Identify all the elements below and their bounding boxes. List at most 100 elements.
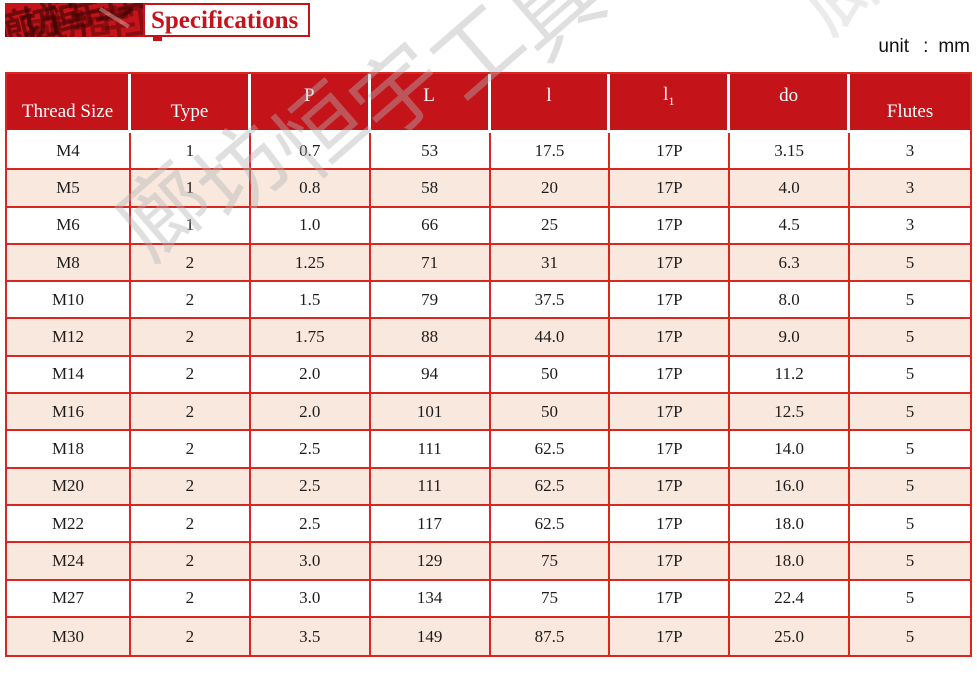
cell-do: 8.0 [730, 282, 851, 320]
table-row: M5 1 0.8 58 20 17P 4.0 3 [7, 170, 970, 208]
cell-thread-size: M6 [7, 207, 131, 245]
cell-l: 129 [370, 543, 491, 581]
cell-thread-size: M10 [7, 282, 131, 320]
cell-p: 3.5 [250, 617, 371, 656]
table-row: M14 2 2.0 94 50 17P 11.2 5 [7, 356, 970, 395]
cell-thread-size: M20 [7, 468, 131, 506]
table-row: M18 2 2.5 111 62.5 17P 14.0 5 [7, 431, 970, 469]
cell-l: 75 [490, 580, 611, 618]
cell-flutes: 5 [850, 431, 970, 469]
cell-do: 11.2 [730, 356, 851, 395]
cell-l1: 17P [610, 617, 731, 656]
cell-l: 50 [490, 394, 611, 432]
cell-thread-size: M14 [7, 356, 131, 395]
cell-l1: 17P [610, 505, 731, 544]
cell-flutes: 5 [850, 468, 970, 506]
cell-type: 2 [131, 617, 251, 656]
cell-l: 117 [370, 505, 491, 544]
cell-thread-size: M22 [7, 505, 131, 544]
logo-slash-mark [98, 7, 130, 29]
cell-l: 87.5 [490, 617, 611, 656]
table-body: M4 1 0.7 53 17.5 17P 3.15 3 M5 1 0.8 58 20 17P 4.0 3 M6 1… [7, 133, 970, 656]
table-row: M8 2 1.25 71 31 17P 6.3 5 [7, 244, 970, 283]
cell-l: 111 [370, 468, 491, 506]
cell-type: 2 [131, 505, 251, 544]
cell-thread-size: M4 [7, 133, 131, 171]
section-title-box: Specifications [143, 3, 311, 37]
cell-l: 62.5 [490, 431, 611, 469]
cell-thread-size: M30 [7, 617, 131, 656]
cell-p: 1.75 [250, 319, 371, 357]
cell-flutes: 3 [850, 133, 970, 171]
cell-p: 1.25 [250, 244, 371, 283]
cell-type: 2 [131, 319, 251, 357]
table-row: M27 2 3.0 134 75 17P 22.4 5 [7, 580, 970, 618]
table-row: M4 1 0.7 53 17.5 17P 3.15 3 [7, 133, 970, 171]
cell-type: 2 [131, 356, 251, 395]
table-row: M20 2 2.5 111 62.5 17P 16.0 5 [7, 468, 970, 506]
cell-p: 0.8 [250, 170, 371, 208]
cell-l1: 17P [610, 319, 731, 357]
cell-p: 2.0 [250, 356, 371, 395]
cell-flutes: 5 [850, 543, 970, 581]
cell-do: 12.5 [730, 394, 851, 432]
cell-l: 62.5 [490, 505, 611, 544]
cell-type: 1 [131, 170, 251, 208]
cell-l1: 17P [610, 133, 731, 171]
table-row: M12 2 1.75 88 44.0 17P 9.0 5 [7, 319, 970, 357]
cell-type: 2 [131, 394, 251, 432]
column-header-type: Type [131, 74, 251, 133]
column-header-p: P [250, 74, 371, 133]
cell-flutes: 5 [850, 394, 970, 432]
cell-l: 31 [490, 244, 611, 283]
cell-l: 79 [370, 282, 491, 320]
cell-l: 53 [370, 133, 491, 171]
cell-flutes: 5 [850, 244, 970, 283]
table-row: M24 2 3.0 129 75 17P 18.0 5 [7, 543, 970, 581]
cell-flutes: 5 [850, 617, 970, 656]
cell-thread-size: M27 [7, 580, 131, 618]
unit-label: unit [878, 36, 910, 57]
cell-do: 4.0 [730, 170, 851, 208]
cell-do: 3.15 [730, 133, 851, 171]
cell-l: 134 [370, 580, 491, 618]
cell-l1: 17P [610, 468, 731, 506]
column-header-l1: l1 [610, 74, 731, 133]
cell-flutes: 3 [850, 208, 970, 245]
cell-l: 66 [370, 207, 491, 245]
cell-type: 1 [131, 133, 251, 171]
cell-p: 2.5 [250, 468, 371, 506]
cell-l: 17.5 [490, 133, 611, 171]
page-header-banner: 廊坊恒宇工具 廊坊恒宇工具 Specifications [5, 3, 311, 37]
cell-p: 2.5 [250, 505, 371, 544]
cell-p: 0.7 [250, 133, 371, 171]
cell-l: 71 [370, 244, 491, 283]
cell-flutes: 5 [850, 357, 970, 395]
cell-do: 22.4 [730, 580, 851, 618]
cell-do: 6.3 [730, 244, 851, 283]
brand-logo-pattern: 廊坊恒宇工具 [24, 3, 143, 37]
cell-flutes: 3 [850, 170, 970, 208]
cell-thread-size: M12 [7, 319, 131, 357]
cell-type: 2 [131, 468, 251, 506]
cell-l: 20 [490, 170, 611, 208]
page-title: Specifications [151, 6, 299, 34]
cell-do: 4.5 [730, 207, 851, 245]
cell-thread-size: M16 [7, 394, 131, 432]
cell-l1: 17P [610, 543, 731, 581]
cell-flutes: 5 [850, 581, 970, 618]
unit-note: unit: mm [878, 36, 970, 58]
cell-l: 44.0 [490, 319, 611, 357]
column-header-l: L [370, 74, 491, 133]
unit-value: mm [938, 36, 970, 57]
cell-type: 2 [131, 580, 251, 618]
cell-flutes: 5 [850, 282, 970, 320]
cell-type: 2 [131, 244, 251, 283]
cell-p: 2.0 [250, 394, 371, 432]
cell-p: 1.5 [250, 282, 371, 320]
cell-do: 25.0 [730, 617, 851, 656]
table-row: M16 2 2.0 101 50 17P 12.5 5 [7, 394, 970, 432]
